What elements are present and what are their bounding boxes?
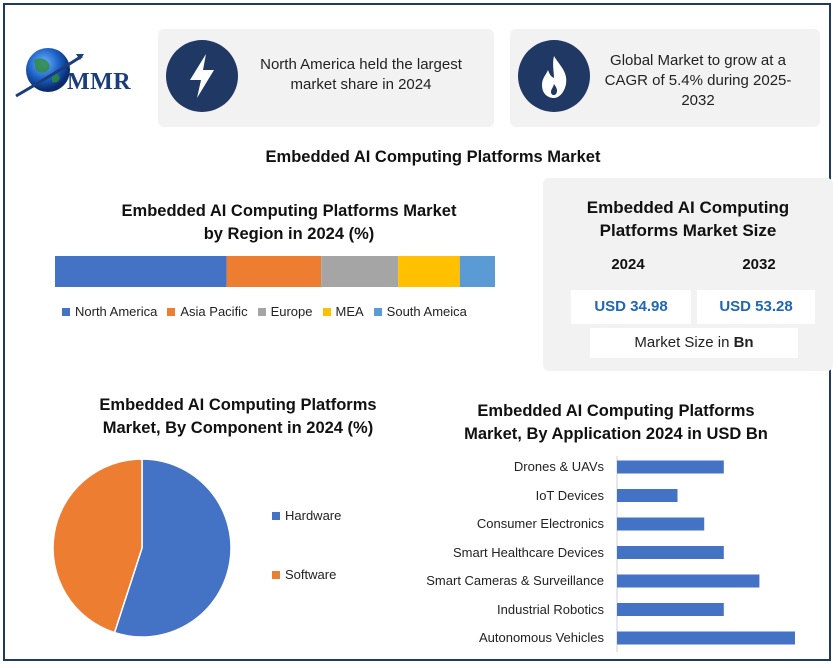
unit-prefix: Market Size in	[634, 334, 734, 351]
component-chart-title: Embedded AI Computing Platforms Market, …	[48, 394, 428, 440]
application-category-labels: Drones & UAVs IoT Devices Consumer Electro…	[400, 456, 604, 652]
legend-label: MEA	[335, 304, 364, 319]
highlight-line: market share in 2024	[290, 76, 432, 93]
application-category-label: Smart Cameras & Surveillance	[426, 573, 604, 588]
highlight-line: 2032	[681, 92, 715, 109]
market-size-title-line: Platforms Market Size	[599, 221, 777, 240]
year-2032: 2032	[742, 256, 776, 273]
application-category-label: Autonomous Vehicles	[478, 630, 604, 645]
component-title-line: Market, By Component in 2024 (%)	[102, 419, 374, 437]
legend-item: Asia Pacific	[167, 304, 248, 319]
market-size-title-line: Embedded AI Computing	[586, 198, 790, 217]
legend-item: Software	[272, 567, 341, 582]
pie-slice-software	[52, 458, 143, 634]
application-category-label: IoT Devices	[535, 487, 604, 503]
region-title-line: Embedded AI Computing Platforms Market	[121, 202, 457, 220]
highlight-line: Global Market to grow at a	[610, 52, 786, 69]
region-segment-mea	[398, 256, 460, 287]
unit-value: Bn	[733, 334, 754, 351]
region-chart-title: Embedded AI Computing Platforms Market b…	[55, 200, 523, 246]
flame-icon	[518, 40, 590, 112]
legend-label: North America	[75, 304, 158, 319]
legend-item: South Ameica	[373, 304, 467, 319]
region-title-line: by Region in 2024 (%)	[203, 225, 375, 243]
application-bar-chart	[616, 456, 795, 652]
highlight-line: North America held the largest	[260, 56, 462, 73]
market-size-title: Embedded AI Computing Platforms Market S…	[543, 196, 833, 242]
application-bar	[617, 546, 724, 559]
application-bar	[617, 574, 760, 588]
region-segment-europe	[321, 256, 399, 287]
lightning-icon	[166, 40, 238, 112]
legend-item: MEA	[322, 304, 364, 319]
application-bar	[617, 489, 678, 502]
region-segment-asia-pacific	[226, 256, 322, 287]
pie-slice-hardware	[113, 458, 232, 638]
legend-item: North America	[62, 304, 157, 319]
page-title: Embedded AI Computing Platforms Market	[265, 148, 601, 166]
application-bar	[617, 460, 724, 474]
year-2024: 2024	[611, 256, 645, 273]
legend-swatch	[272, 570, 280, 579]
application-bar	[617, 631, 795, 645]
legend-label: Asia Pacific	[180, 304, 248, 319]
value-2032: USD 53.28	[697, 290, 815, 324]
legend-swatch	[322, 307, 331, 316]
application-chart-title: Embedded AI Computing Platforms Market, …	[430, 400, 802, 446]
application-bar	[617, 603, 724, 616]
legend-swatch	[62, 307, 70, 316]
legend-label: Europe	[270, 304, 313, 319]
legend-label: Software	[285, 567, 337, 582]
application-category-label: Smart Healthcare Devices	[453, 544, 604, 560]
application-category-label: Industrial Robotics	[497, 601, 604, 617]
legend-swatch	[373, 307, 382, 316]
highlight-card-cagr: Global Market to grow at a CAGR of 5.4% …	[510, 29, 820, 127]
component-pie-chart	[52, 458, 232, 638]
highlight-text: North America held the largest market sh…	[246, 55, 476, 95]
application-category-label: Consumer Electronics	[476, 516, 604, 531]
legend-swatch	[257, 307, 266, 316]
legend-swatch	[272, 511, 280, 520]
application-title-line: Embedded AI Computing Platforms	[477, 402, 755, 420]
logo-text: MMR	[67, 69, 132, 95]
legend-label: South Ameica	[386, 304, 467, 319]
value-2024: USD 34.98	[571, 290, 691, 324]
component-legend: Hardware Software	[272, 508, 341, 626]
market-size-panel: Embedded AI Computing Platforms Market S…	[543, 178, 833, 371]
region-legend: North America Asia Pacific Europe MEA South …	[62, 304, 467, 319]
region-segment-south-ameica	[459, 256, 495, 287]
legend-item: Hardware	[272, 508, 341, 523]
application-title-line: Market, By Application 2024 in USD Bn	[464, 425, 768, 443]
highlight-card-north-america: North America held the largest market sh…	[158, 29, 494, 127]
mmr-logo-globe-icon	[15, 48, 84, 98]
legend-swatch	[167, 307, 176, 316]
market-size-unit: Market Size in Bn	[590, 328, 798, 358]
legend-item: Europe	[257, 304, 313, 319]
application-category-label: Drones & UAVs	[513, 459, 604, 474]
component-title-line: Embedded AI Computing Platforms	[99, 396, 377, 414]
highlight-text: Global Market to grow at a CAGR of 5.4% …	[598, 51, 798, 111]
region-stacked-bar	[55, 256, 495, 287]
region-segment-north-america	[55, 256, 227, 287]
highlight-line: CAGR of 5.4% during 2025-	[604, 72, 792, 89]
legend-label: Hardware	[285, 508, 342, 523]
application-bar	[617, 517, 705, 531]
